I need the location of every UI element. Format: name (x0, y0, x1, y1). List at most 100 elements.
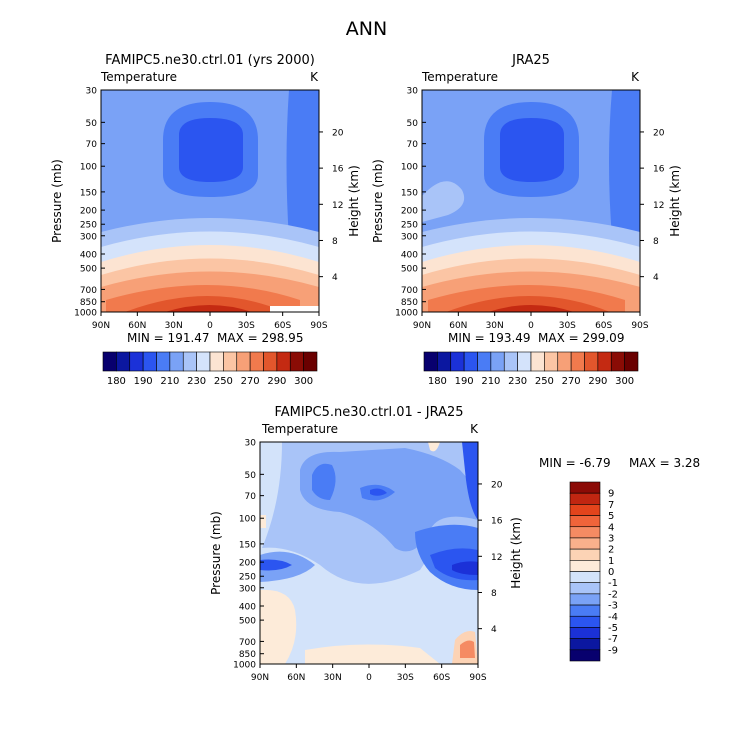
colorbar-swatch (102, 351, 117, 372)
lat-tick-label: 90S (310, 321, 327, 331)
colorbar-label: -3 (608, 601, 618, 612)
colorbar-swatch (450, 351, 465, 372)
diff-ylabel-left: Pressure (mb) (209, 511, 223, 595)
obs-ylabel-left: Pressure (mb) (371, 159, 385, 243)
colorbar-label: 9 (608, 489, 614, 500)
pressure-tick-label: 500 (80, 265, 97, 275)
colorbar-label: 250 (214, 376, 233, 387)
pressure-tick-label: 250 (239, 573, 256, 583)
height-tick-label: 12 (653, 201, 664, 211)
colorbar-swatch (569, 604, 601, 617)
height-tick-label: 16 (491, 517, 503, 527)
model-contour-field (101, 90, 319, 312)
colorbar-swatch (624, 351, 639, 372)
pressure-tick-label: 150 (80, 188, 97, 198)
pressure-tick-label: 300 (239, 584, 256, 594)
obs-colorbar: 180 190 210 230 250 270 290 300 (423, 351, 639, 387)
colorbar-label: 4 (608, 522, 614, 533)
pressure-tick-label: 500 (401, 265, 418, 275)
diff-max-label: MAX = 3.28 (629, 456, 700, 470)
colorbar-swatch (610, 351, 625, 372)
lat-tick-label: 90S (469, 673, 486, 683)
pressure-tick-label: 200 (239, 559, 256, 569)
colorbar-label: 270 (241, 376, 260, 387)
colorbar-swatch (569, 481, 601, 494)
pressure-tick-label: 700 (401, 286, 418, 296)
colorbar-swatch (569, 504, 601, 516)
figure-title: ANN (345, 18, 388, 40)
lat-tick-label: 30N (324, 673, 342, 683)
pressure-tick-label: 850 (401, 298, 418, 308)
colorbar-swatch (584, 351, 599, 372)
colorbar-label: -5 (608, 623, 618, 634)
height-tick-label: 8 (491, 589, 497, 599)
model-panel: FAMIPC5.ne30.ctrl.01 (yrs 2000) Temperat… (50, 53, 361, 387)
model-min-label: MIN = 191.47 (127, 331, 210, 345)
height-tick-label: 20 (653, 128, 665, 138)
pressure-tick-label: 300 (80, 232, 97, 242)
colorbar-swatch (249, 351, 264, 372)
colorbar-label: 0 (608, 567, 614, 578)
colorbar-label: 300 (615, 376, 634, 387)
colorbar-label: 2 (608, 545, 614, 556)
model-panel-title: FAMIPC5.ne30.ctrl.01 (yrs 2000) (105, 53, 315, 68)
pressure-tick-label: 850 (239, 650, 256, 660)
obs-units-label: K (631, 70, 640, 84)
lat-tick-label: 0 (366, 673, 372, 683)
pressure-tick-label: 1000 (395, 309, 418, 319)
model-colorbar: 180 190 210 230 250 270 290 300 (102, 351, 318, 387)
colorbar-swatch (477, 351, 492, 372)
diff-contour-field (260, 442, 478, 664)
pressure-tick-label: 200 (80, 207, 97, 217)
colorbar-swatch (142, 351, 157, 372)
colorbar-swatch (569, 492, 601, 505)
lat-tick-label: 90N (413, 321, 431, 331)
colorbar-swatch (463, 351, 478, 372)
colorbar-swatch (517, 351, 532, 372)
colorbar-label: 7 (608, 500, 614, 511)
colorbar-label: 210 (481, 376, 500, 387)
height-tick-label: 4 (332, 273, 338, 283)
colorbar-label: 250 (535, 376, 554, 387)
pressure-tick-label: 400 (239, 602, 256, 612)
colorbar-swatch (503, 351, 518, 372)
obs-ylabel-right: Height (km) (668, 165, 682, 236)
colorbar-swatch (569, 615, 601, 628)
height-tick-label: 16 (653, 165, 665, 175)
height-tick-label: 12 (332, 201, 343, 211)
colorbar-swatch (116, 351, 131, 372)
height-tick-label: 8 (332, 237, 338, 247)
pressure-tick-label: 250 (80, 221, 97, 231)
colorbar-swatch (289, 351, 304, 372)
pressure-tick-label: 50 (245, 471, 257, 481)
colorbar-swatch (223, 351, 238, 372)
lat-tick-label: 60S (274, 321, 291, 331)
obs-contour-field (422, 90, 640, 312)
colorbar-label: 180 (428, 376, 447, 387)
obs-panel: JRA25 Temperature K 30507010015020025030… (371, 53, 682, 387)
colorbar-swatch (276, 351, 291, 372)
colorbar-swatch (569, 638, 601, 651)
pressure-tick-label: 300 (401, 232, 418, 242)
colorbar-label: -1 (608, 578, 618, 589)
lat-tick-label: 60N (287, 673, 305, 683)
pressure-tick-label: 700 (239, 638, 256, 648)
colorbar-swatch (169, 351, 184, 372)
colorbar-swatch (423, 351, 438, 372)
lat-tick-label: 60S (595, 321, 612, 331)
pressure-tick-label: 70 (86, 140, 98, 150)
pressure-tick-label: 400 (80, 250, 97, 260)
lat-tick-label: 90N (92, 321, 110, 331)
diff-panel: FAMIPC5.ne30.ctrl.01 - JRA25 Temperature… (209, 405, 700, 683)
height-tick-label: 20 (491, 480, 503, 490)
pressure-tick-label: 30 (245, 439, 257, 449)
obs-min-label: MIN = 193.49 (448, 331, 531, 345)
diff-min-label: MIN = -6.79 (539, 456, 611, 470)
pressure-tick-label: 1000 (74, 309, 97, 319)
colorbar-label: -7 (608, 634, 618, 645)
obs-max-label: MAX = 299.09 (538, 331, 624, 345)
model-variable-label: Temperature (100, 70, 177, 84)
colorbar-swatch (570, 351, 585, 372)
